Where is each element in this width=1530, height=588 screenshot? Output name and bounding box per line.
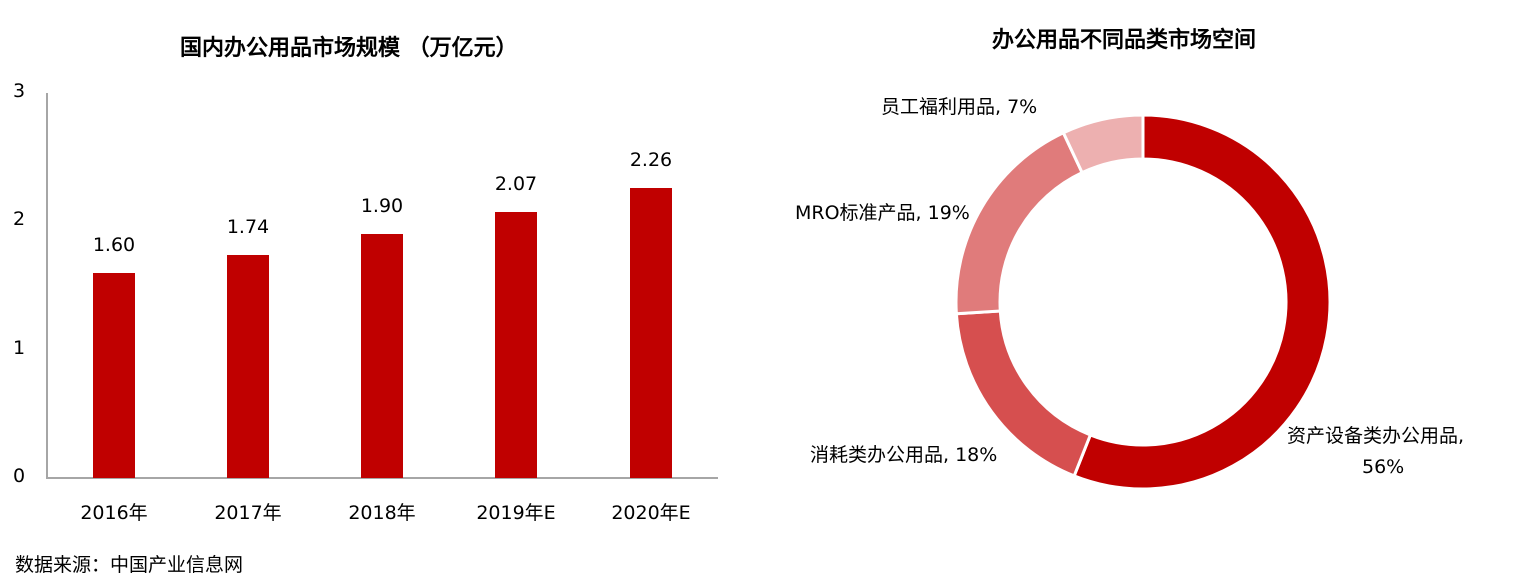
donut-slice-0: [1072, 113, 1332, 491]
bar-2016年: [93, 272, 135, 478]
bar-2018年: [361, 234, 403, 478]
y-tick-0: 0: [13, 465, 26, 487]
bar-value-label: 1.74: [226, 215, 270, 238]
y-tick-2: 2: [13, 208, 26, 230]
label-welfare: 员工福利用品, 7%: [881, 96, 1038, 118]
label-consumable: 消耗类办公用品, 18%: [810, 444, 998, 466]
label-asset-line1: 资产设备类办公用品,: [1287, 425, 1465, 447]
bar-2020年E: [630, 188, 672, 478]
data-source-note: 数据来源：中国产业信息网: [15, 554, 244, 576]
y-tick-3: 3: [13, 80, 26, 102]
donut-slice-3: [1061, 113, 1145, 175]
x-tick-label: 2017年: [214, 502, 282, 524]
donut-slice-2: [954, 130, 1085, 316]
y-axis: [46, 93, 48, 479]
donut-chart: [954, 113, 1332, 491]
bar-2019年E: [495, 212, 537, 478]
x-tick-label: 2018年: [348, 502, 416, 524]
x-tick-label: 2019年E: [476, 502, 556, 524]
bar-value-label: 2.07: [494, 173, 538, 196]
bar-chart-title: 国内办公用品市场规模 （万亿元）: [180, 36, 518, 61]
bar-2017年: [227, 254, 269, 478]
donut-slices: [954, 113, 1332, 491]
donut-chart-title: 办公用品不同品类市场空间: [992, 28, 1257, 53]
bar-value-label: 1.90: [360, 195, 404, 218]
x-tick-label: 2016年: [80, 502, 148, 524]
y-tick-1: 1: [13, 337, 26, 359]
x-tick-label: 2020年E: [611, 502, 691, 524]
label-asset-line2: 56%: [1362, 456, 1405, 478]
bar-value-label: 1.60: [92, 233, 136, 256]
bar-value-label: 2.26: [629, 149, 673, 172]
x-axis: [46, 477, 718, 479]
label-mro: MRO标准产品, 19%: [795, 202, 970, 224]
